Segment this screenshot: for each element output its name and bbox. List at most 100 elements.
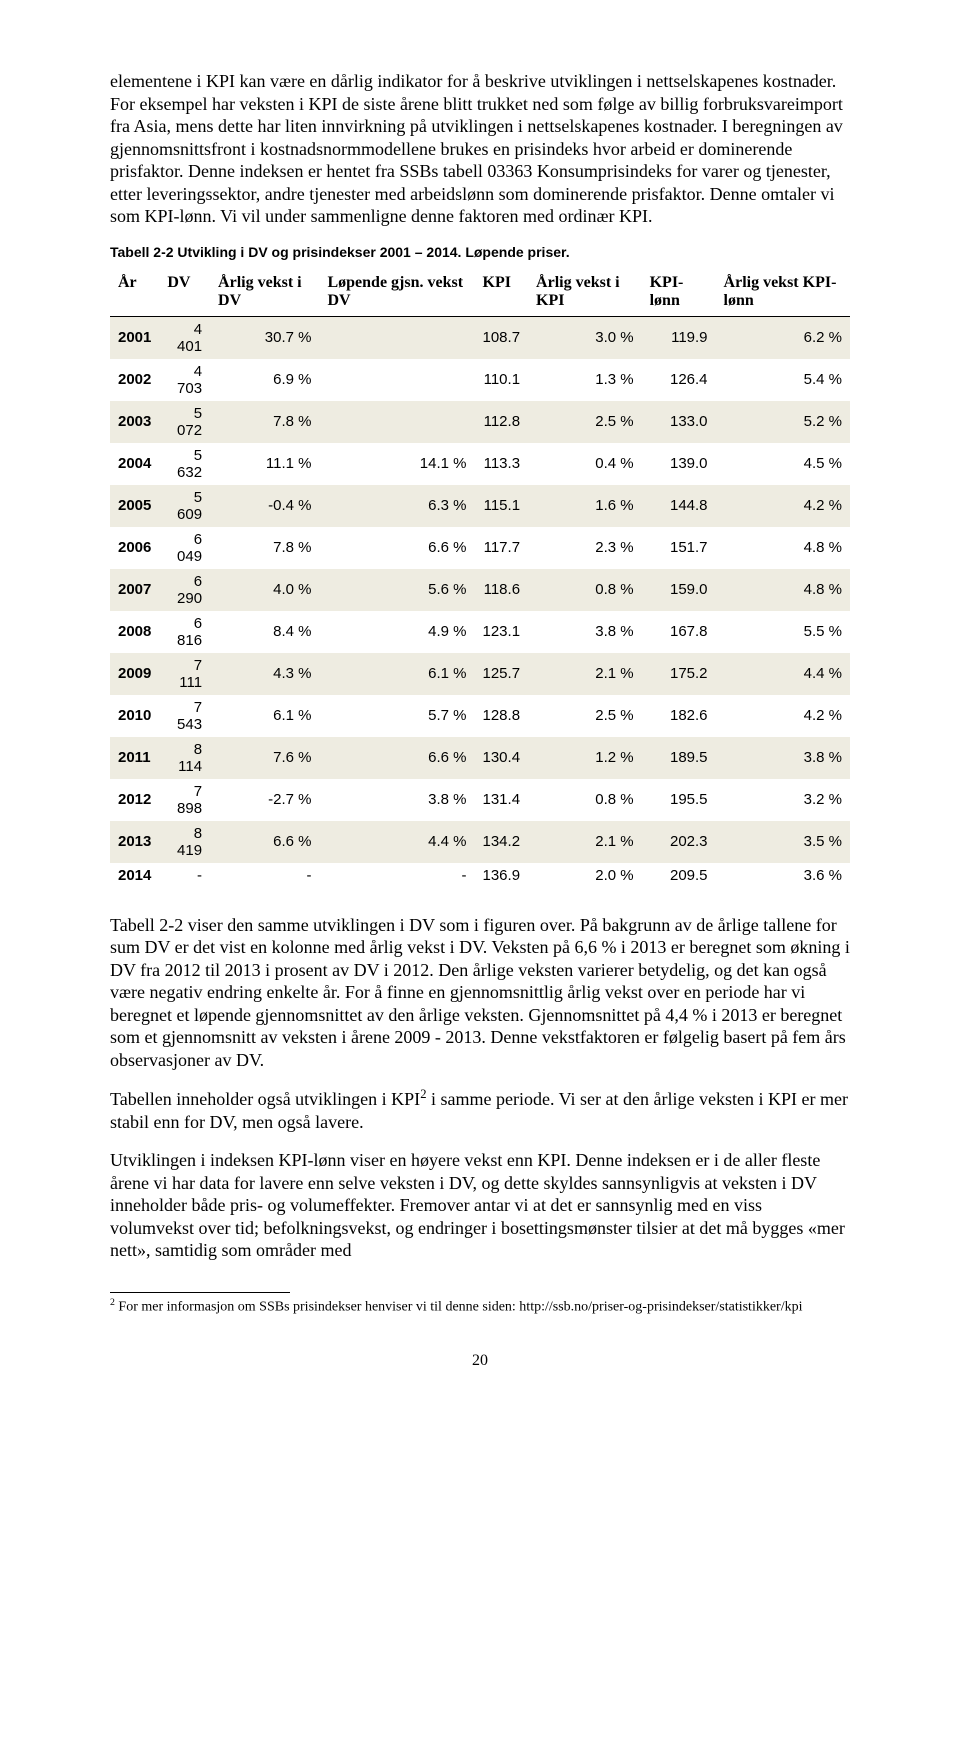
table-row: 20014 40130.7 %108.73.0 %119.96.2 % xyxy=(110,316,850,359)
table-cell: 4 703 xyxy=(159,359,210,401)
table-cell: 118.6 xyxy=(475,569,529,611)
document-page: elementene i KPI kan være en dårlig indi… xyxy=(0,0,960,1420)
table-cell: 4.4 % xyxy=(716,653,850,695)
table-cell: 5.6 % xyxy=(319,569,474,611)
table-cell: 6.6 % xyxy=(319,527,474,569)
table-row: 2014---136.92.0 %209.53.6 % xyxy=(110,863,850,888)
table-cell: 125.7 xyxy=(475,653,529,695)
table-cell: 2007 xyxy=(110,569,159,611)
table-cell: 5.5 % xyxy=(716,611,850,653)
table-cell xyxy=(319,316,474,359)
table-cell: 209.5 xyxy=(642,863,716,888)
table-cell: 113.3 xyxy=(475,443,529,485)
table-cell: 0.8 % xyxy=(528,779,642,821)
table-cell: 1.6 % xyxy=(528,485,642,527)
table-cell: 2.3 % xyxy=(528,527,642,569)
table-cell: 2.1 % xyxy=(528,653,642,695)
table-cell: 6.2 % xyxy=(716,316,850,359)
table-cell: 3.8 % xyxy=(716,737,850,779)
data-table: År DV Årlig vekst i DV Løpende gjsn. vek… xyxy=(110,268,850,888)
table-cell: 3.8 % xyxy=(319,779,474,821)
table-cell: 3.2 % xyxy=(716,779,850,821)
table-cell: 5.7 % xyxy=(319,695,474,737)
table-cell: 110.1 xyxy=(475,359,529,401)
page-number: 20 xyxy=(110,1352,850,1370)
table-cell: 2014 xyxy=(110,863,159,888)
table-row: 20127 898-2.7 %3.8 %131.40.8 %195.53.2 % xyxy=(110,779,850,821)
table-cell: 133.0 xyxy=(642,401,716,443)
table-cell: 4.5 % xyxy=(716,443,850,485)
table-cell: 167.8 xyxy=(642,611,716,653)
table-cell: 4.9 % xyxy=(319,611,474,653)
table-cell: 7 111 xyxy=(159,653,210,695)
table-cell: 2005 xyxy=(110,485,159,527)
table-row: 20118 1147.6 %6.6 %130.41.2 %189.53.8 % xyxy=(110,737,850,779)
table-cell: 8 114 xyxy=(159,737,210,779)
table-cell: 123.1 xyxy=(475,611,529,653)
table-row: 20086 8168.4 %4.9 %123.13.8 %167.85.5 % xyxy=(110,611,850,653)
table-cell: 3.5 % xyxy=(716,821,850,863)
col-kpi-growth: Årlig vekst i KPI xyxy=(528,268,642,317)
table-cell: 108.7 xyxy=(475,316,529,359)
table-cell: 6.3 % xyxy=(319,485,474,527)
table-cell: 3.6 % xyxy=(716,863,850,888)
table-cell: 30.7 % xyxy=(210,316,319,359)
table-row: 20097 1114.3 %6.1 %125.72.1 %175.24.4 % xyxy=(110,653,850,695)
table-cell: 2008 xyxy=(110,611,159,653)
table-cell: 112.8 xyxy=(475,401,529,443)
table-cell: 6.1 % xyxy=(319,653,474,695)
table-cell: 4.0 % xyxy=(210,569,319,611)
table-cell: 144.8 xyxy=(642,485,716,527)
col-kpi-lonn: KPI-lønn xyxy=(642,268,716,317)
table-cell: 8 419 xyxy=(159,821,210,863)
table-cell: 2012 xyxy=(110,779,159,821)
table-cell: 2002 xyxy=(110,359,159,401)
col-kpi: KPI xyxy=(475,268,529,317)
table-cell: - xyxy=(159,863,210,888)
table-cell: 175.2 xyxy=(642,653,716,695)
table-cell: 4.2 % xyxy=(716,695,850,737)
table-cell: 2001 xyxy=(110,316,159,359)
table-cell: 6 049 xyxy=(159,527,210,569)
table-cell: 4.4 % xyxy=(319,821,474,863)
table-cell: - xyxy=(319,863,474,888)
col-kpi-lonn-growth: Årlig vekst KPI-lønn xyxy=(716,268,850,317)
table-caption: Tabell 2-2 Utvikling i DV og prisindekse… xyxy=(110,244,850,260)
table-cell: 136.9 xyxy=(475,863,529,888)
table-cell: 5 072 xyxy=(159,401,210,443)
table-cell: 6.6 % xyxy=(210,821,319,863)
table-cell: 14.1 % xyxy=(319,443,474,485)
table-cell: 115.1 xyxy=(475,485,529,527)
table-cell: 7 898 xyxy=(159,779,210,821)
table-cell: 131.4 xyxy=(475,779,529,821)
table-cell: 126.4 xyxy=(642,359,716,401)
table-row: 20066 0497.8 %6.6 %117.72.3 %151.74.8 % xyxy=(110,527,850,569)
col-dv-growth: Årlig vekst i DV xyxy=(210,268,319,317)
table-row: 20138 4196.6 %4.4 %134.22.1 %202.33.5 % xyxy=(110,821,850,863)
table-cell xyxy=(319,359,474,401)
table-cell: 6.9 % xyxy=(210,359,319,401)
footnote-separator xyxy=(110,1292,290,1293)
table-cell: 4.3 % xyxy=(210,653,319,695)
table-cell: 2004 xyxy=(110,443,159,485)
table-cell: 189.5 xyxy=(642,737,716,779)
table-cell: 6.1 % xyxy=(210,695,319,737)
table-row: 20076 2904.0 %5.6 %118.60.8 %159.04.8 % xyxy=(110,569,850,611)
table-cell: - xyxy=(210,863,319,888)
table-cell: 159.0 xyxy=(642,569,716,611)
table-cell: 195.5 xyxy=(642,779,716,821)
footnote: 2 For mer informasjon om SSBs prisindeks… xyxy=(110,1297,850,1316)
table-cell: 2003 xyxy=(110,401,159,443)
table-cell: 0.8 % xyxy=(528,569,642,611)
table-header: År DV Årlig vekst i DV Løpende gjsn. vek… xyxy=(110,268,850,317)
table-cell: 151.7 xyxy=(642,527,716,569)
table-cell: 119.9 xyxy=(642,316,716,359)
table-cell: 5 632 xyxy=(159,443,210,485)
table-cell: 8.4 % xyxy=(210,611,319,653)
table-cell: 7 543 xyxy=(159,695,210,737)
table-cell: 0.4 % xyxy=(528,443,642,485)
table-row: 20024 7036.9 %110.11.3 %126.45.4 % xyxy=(110,359,850,401)
intro-paragraph: elementene i KPI kan være en dårlig indi… xyxy=(110,70,850,228)
col-dv: DV xyxy=(159,268,210,317)
footnote-text: For mer informasjon om SSBs prisindekser… xyxy=(115,1299,803,1314)
